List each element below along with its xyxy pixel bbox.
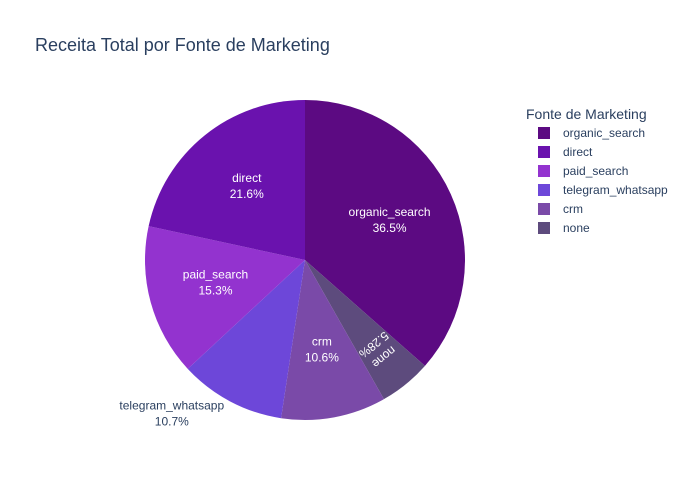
slice-label-crm: crm 10.6% <box>305 334 339 364</box>
slice-label-telegram-whatsapp: telegram_whatsapp 10.7% <box>119 398 224 428</box>
chart-title: Receita Total por Fonte de Marketing <box>35 35 330 55</box>
legend-swatch-paid-search <box>538 165 550 177</box>
slice-label-direct: direct 21.6% <box>230 171 264 201</box>
pie-slice-organic-search[interactable] <box>305 100 466 366</box>
pie-slice-paid-search[interactable] <box>145 226 305 369</box>
legend-swatch-none <box>538 222 550 234</box>
legend-item-paid-search[interactable]: paid_search <box>538 164 628 178</box>
legend-label-organic-search: organic_search <box>563 126 645 140</box>
legend-label-telegram-whatsapp: telegram_whatsapp <box>563 183 668 197</box>
legend-item-crm[interactable]: crm <box>538 202 583 216</box>
legend-swatch-organic-search <box>538 127 550 139</box>
pie-slice-telegram-whatsapp[interactable] <box>187 260 305 419</box>
legend-swatch-direct <box>538 146 550 158</box>
legend-label-none: none <box>563 221 590 235</box>
legend-label-direct: direct <box>563 145 593 159</box>
legend-title: Fonte de Marketing <box>526 106 647 122</box>
legend-item-none[interactable]: none <box>538 221 590 235</box>
legend-swatch-telegram-whatsapp <box>538 184 550 196</box>
slice-label-paid-search: paid_search 15.3% <box>183 268 248 298</box>
legend-label-paid-search: paid_search <box>563 164 628 178</box>
slice-label-organic-search: organic_search 36.5% <box>349 205 431 235</box>
legend-swatch-crm <box>538 203 550 215</box>
pie-slices <box>145 100 466 420</box>
legend-item-telegram-whatsapp[interactable]: telegram_whatsapp <box>538 183 668 197</box>
pie-slice-none[interactable] <box>305 260 425 400</box>
legend-item-direct[interactable]: direct <box>538 145 593 159</box>
legend-item-organic-search[interactable]: organic_search <box>538 126 645 140</box>
pie-slice-direct[interactable] <box>148 100 305 260</box>
legend-label-crm: crm <box>563 202 583 216</box>
pie-slice-crm[interactable] <box>281 260 384 420</box>
